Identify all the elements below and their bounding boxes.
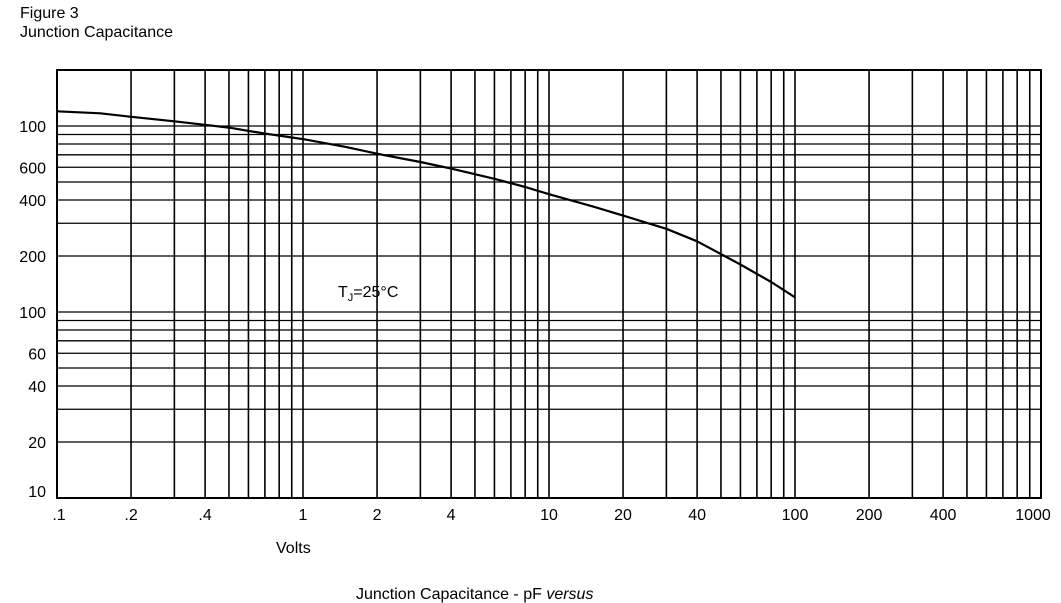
caption-italic: versus	[546, 586, 593, 603]
annotation-main: T	[338, 284, 348, 301]
y-tick-label: 20	[28, 435, 46, 452]
figure-title: Junction Capacitance	[20, 24, 173, 41]
x-tick-label: 20	[614, 507, 632, 524]
x-tick-label: 10	[540, 507, 558, 524]
y-tick-layer: 10 20 40 60 100 200 400 600 100	[19, 119, 46, 501]
x-tick-label: 400	[930, 507, 957, 524]
caption-text: Junction Capacitance - pF	[356, 586, 546, 603]
plot-frame	[56, 69, 1042, 499]
figure-label: Figure 3	[20, 5, 79, 22]
y-tick-label: 100	[19, 119, 46, 136]
x-tick-label: 1	[299, 507, 308, 524]
curve-layer	[56, 110, 796, 299]
temperature-annotation: TJ=25°C	[338, 284, 398, 304]
y-tick-label: 600	[19, 160, 46, 177]
x-tick-label: .4	[198, 507, 211, 524]
y-tick-label: 10	[28, 484, 46, 501]
y-tick-label: 60	[28, 346, 46, 363]
x-tick-layer: .1 .2 .4 1 2 4 10 20 40 100 200 400 1000	[52, 507, 1051, 524]
x-axis-label: Volts	[276, 540, 311, 557]
y-tick-label: 40	[28, 379, 46, 396]
x-tick-label: .1	[52, 507, 65, 524]
capacitance-curve	[56, 110, 796, 299]
y-tick-label: 200	[19, 249, 46, 266]
annotation-rest: =25°C	[353, 284, 398, 301]
x-tick-label: 1000	[1015, 507, 1051, 524]
x-tick-label: 100	[782, 507, 809, 524]
annotation-subscript: J	[348, 292, 354, 304]
x-tick-label: 40	[688, 507, 706, 524]
y-tick-label: 400	[19, 193, 46, 210]
grid-layer	[57, 70, 1041, 498]
y-tick-label: 100	[19, 305, 46, 322]
x-tick-label: 200	[856, 507, 883, 524]
x-tick-label: 2	[373, 507, 382, 524]
x-tick-label: 4	[447, 507, 456, 524]
caption: Junction Capacitance - pF versus	[356, 586, 593, 603]
x-tick-label: .2	[124, 507, 137, 524]
